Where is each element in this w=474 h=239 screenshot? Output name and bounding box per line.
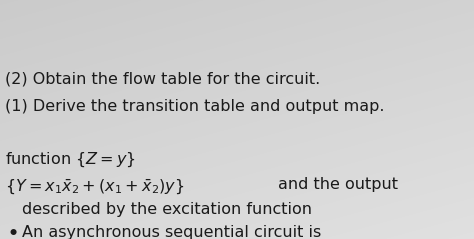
Text: and the output: and the output xyxy=(278,177,398,192)
Text: (2) Obtain the flow table for the circuit.: (2) Obtain the flow table for the circui… xyxy=(5,71,320,86)
Text: An asynchronous sequential circuit is: An asynchronous sequential circuit is xyxy=(22,225,321,239)
Text: (1) Derive the transition table and output map.: (1) Derive the transition table and outp… xyxy=(5,99,384,114)
Text: function $\{ Z = y \}$: function $\{ Z = y \}$ xyxy=(5,151,136,169)
Text: described by the excitation function: described by the excitation function xyxy=(22,202,312,217)
Text: •: • xyxy=(8,225,19,239)
Text: $\{Y = x_1\bar{x}_2 + (x_1 + \bar{x}_2)y\}$: $\{Y = x_1\bar{x}_2 + (x_1 + \bar{x}_2)y… xyxy=(5,177,184,196)
